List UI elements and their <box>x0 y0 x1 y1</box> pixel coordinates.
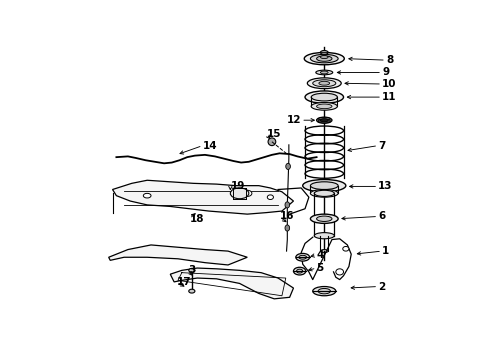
Ellipse shape <box>286 163 291 170</box>
Ellipse shape <box>313 80 336 87</box>
Ellipse shape <box>305 91 343 103</box>
Ellipse shape <box>311 103 337 110</box>
Ellipse shape <box>285 225 290 231</box>
Text: 3: 3 <box>188 265 195 275</box>
Ellipse shape <box>311 93 337 101</box>
Polygon shape <box>109 245 247 265</box>
Ellipse shape <box>316 70 333 75</box>
Polygon shape <box>113 180 294 214</box>
Ellipse shape <box>304 53 344 65</box>
Text: 7: 7 <box>378 141 386 150</box>
Ellipse shape <box>189 289 195 293</box>
Ellipse shape <box>285 202 290 208</box>
Polygon shape <box>171 268 294 299</box>
Text: 10: 10 <box>382 79 396 89</box>
Ellipse shape <box>320 119 328 122</box>
Ellipse shape <box>311 182 338 189</box>
Text: 14: 14 <box>203 141 217 150</box>
Ellipse shape <box>143 193 151 198</box>
Ellipse shape <box>317 56 332 61</box>
Ellipse shape <box>343 247 349 251</box>
Ellipse shape <box>317 216 332 221</box>
Text: 11: 11 <box>382 92 396 102</box>
Ellipse shape <box>299 255 307 259</box>
Ellipse shape <box>311 54 338 63</box>
Ellipse shape <box>296 253 310 261</box>
Ellipse shape <box>314 190 334 197</box>
Ellipse shape <box>311 189 338 197</box>
Text: 9: 9 <box>382 67 389 77</box>
Ellipse shape <box>314 233 334 239</box>
Ellipse shape <box>268 195 273 199</box>
Ellipse shape <box>294 267 306 275</box>
Ellipse shape <box>336 269 343 275</box>
Ellipse shape <box>230 188 249 199</box>
Text: 1: 1 <box>382 246 389 256</box>
Ellipse shape <box>320 249 328 253</box>
Ellipse shape <box>320 55 328 59</box>
Ellipse shape <box>268 138 276 145</box>
Text: 13: 13 <box>378 181 392 192</box>
Ellipse shape <box>320 50 328 54</box>
Ellipse shape <box>317 117 332 123</box>
Ellipse shape <box>317 104 332 109</box>
Ellipse shape <box>189 269 195 272</box>
Ellipse shape <box>320 71 328 74</box>
Text: 8: 8 <box>386 55 393 65</box>
Text: 5: 5 <box>317 263 324 273</box>
Text: 18: 18 <box>190 214 204 224</box>
Text: 4: 4 <box>317 250 324 260</box>
Text: 2: 2 <box>378 282 386 292</box>
Text: 19: 19 <box>230 181 245 191</box>
Ellipse shape <box>313 287 336 296</box>
Text: 12: 12 <box>287 115 301 125</box>
Ellipse shape <box>319 81 330 85</box>
Text: 16: 16 <box>280 211 294 221</box>
Ellipse shape <box>303 180 346 192</box>
Ellipse shape <box>307 78 341 89</box>
Text: 17: 17 <box>176 277 191 287</box>
Text: 15: 15 <box>267 129 281 139</box>
Ellipse shape <box>311 214 338 223</box>
Ellipse shape <box>318 288 330 294</box>
Text: 6: 6 <box>378 211 386 221</box>
Ellipse shape <box>296 269 303 273</box>
Ellipse shape <box>243 190 252 197</box>
